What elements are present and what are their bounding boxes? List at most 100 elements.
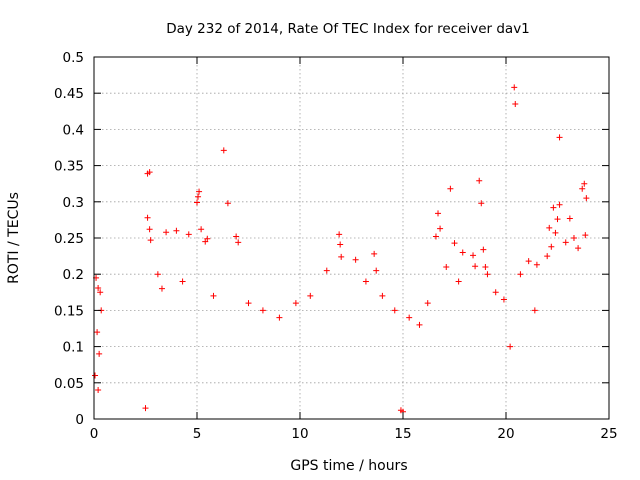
- data-point: [581, 180, 588, 187]
- data-point: [196, 188, 203, 195]
- data-point: [95, 387, 102, 394]
- data-point: [533, 261, 540, 268]
- data-point: [437, 225, 444, 232]
- data-point: [492, 289, 499, 296]
- data-point: [478, 200, 485, 207]
- y-tick-label: 0.4: [63, 122, 84, 138]
- data-point: [480, 246, 487, 253]
- data-point: [337, 241, 344, 248]
- data-point: [554, 216, 561, 223]
- data-point: [579, 185, 586, 192]
- data-point: [511, 84, 518, 91]
- data-point: [94, 329, 101, 336]
- data-point: [531, 307, 538, 314]
- data-point: [472, 263, 479, 270]
- y-tick-label: 0.2: [63, 267, 84, 283]
- data-point: [406, 314, 413, 321]
- data-point: [546, 224, 553, 231]
- data-point: [158, 285, 165, 292]
- data-point: [307, 292, 314, 299]
- data-point: [292, 300, 299, 307]
- data-point: [147, 237, 154, 244]
- y-tick-label: 0.5: [63, 50, 84, 66]
- x-tick-label: 5: [193, 426, 202, 442]
- y-tick-label: 0.35: [54, 159, 84, 175]
- x-tick-label: 25: [600, 426, 617, 442]
- data-point: [338, 253, 345, 260]
- data-point: [259, 307, 266, 314]
- data-point: [552, 229, 559, 236]
- data-point: [451, 240, 458, 247]
- x-tick-label: 15: [394, 426, 411, 442]
- data-point: [484, 271, 491, 278]
- data-point: [512, 101, 519, 108]
- data-point: [142, 405, 149, 412]
- data-point: [210, 292, 217, 299]
- y-tick-label: 0.15: [54, 303, 84, 319]
- data-point: [95, 284, 102, 291]
- data-point: [185, 231, 192, 238]
- data-point: [146, 226, 153, 233]
- data-point: [556, 134, 563, 141]
- data-point: [276, 314, 283, 321]
- y-tick-label: 0.3: [63, 195, 84, 211]
- data-point: [459, 249, 466, 256]
- data-point: [224, 200, 231, 207]
- data-point: [144, 214, 151, 221]
- axis-ticks: 0 5 10 15 20 25 0 0.05 0.1 0.15 0.2 0.25 0.3 0.35 0.4 0…: [54, 50, 618, 442]
- chart-title: Day 232 of 2014, Rate Of TEC Index for r…: [166, 21, 530, 37]
- data-point: [204, 235, 211, 242]
- data-point: [195, 193, 202, 200]
- data-point: [233, 233, 240, 240]
- data-point: [476, 177, 483, 184]
- data-point: [371, 250, 378, 257]
- data-point: [435, 210, 442, 217]
- data-point: [245, 300, 252, 307]
- data-point: [562, 239, 569, 246]
- data-point: [424, 300, 431, 307]
- data-point: [194, 199, 200, 206]
- data-point: [470, 252, 477, 259]
- data-point: [525, 258, 532, 265]
- data-point: [97, 289, 104, 296]
- data-point: [144, 170, 151, 177]
- data-point: [220, 147, 227, 154]
- data-point: [550, 204, 557, 211]
- data-point: [92, 372, 99, 379]
- data-point: [566, 215, 573, 222]
- data-point: [391, 307, 398, 314]
- scatter-points: [92, 84, 590, 415]
- data-point: [379, 292, 386, 299]
- y-tick-label: 0.05: [54, 376, 84, 392]
- y-tick-label: 0.25: [54, 231, 84, 247]
- data-point: [96, 350, 103, 357]
- data-point: [336, 231, 343, 238]
- x-tick-label: 0: [90, 426, 99, 442]
- data-point: [447, 185, 454, 192]
- x-axis-label: GPS time / hours: [290, 458, 407, 474]
- y-tick-label: 0: [75, 412, 84, 428]
- data-point: [500, 296, 507, 303]
- data-point: [173, 227, 180, 234]
- data-point: [544, 253, 551, 260]
- data-point: [482, 263, 489, 270]
- data-point: [362, 278, 369, 285]
- x-tick-label: 10: [291, 426, 308, 442]
- data-point: [575, 245, 582, 252]
- data-point: [163, 229, 170, 236]
- data-point: [373, 267, 380, 274]
- data-point: [507, 343, 514, 350]
- data-point: [583, 195, 590, 202]
- data-point: [556, 201, 563, 208]
- y-axis-label: ROTI / TECUs: [6, 192, 22, 284]
- data-point: [443, 263, 450, 270]
- data-point: [352, 256, 359, 263]
- data-point: [582, 232, 589, 239]
- x-tick-label: 20: [497, 426, 514, 442]
- data-point: [179, 278, 186, 285]
- data-point: [154, 271, 161, 278]
- data-point: [235, 239, 242, 246]
- y-tick-label: 0.45: [54, 86, 84, 102]
